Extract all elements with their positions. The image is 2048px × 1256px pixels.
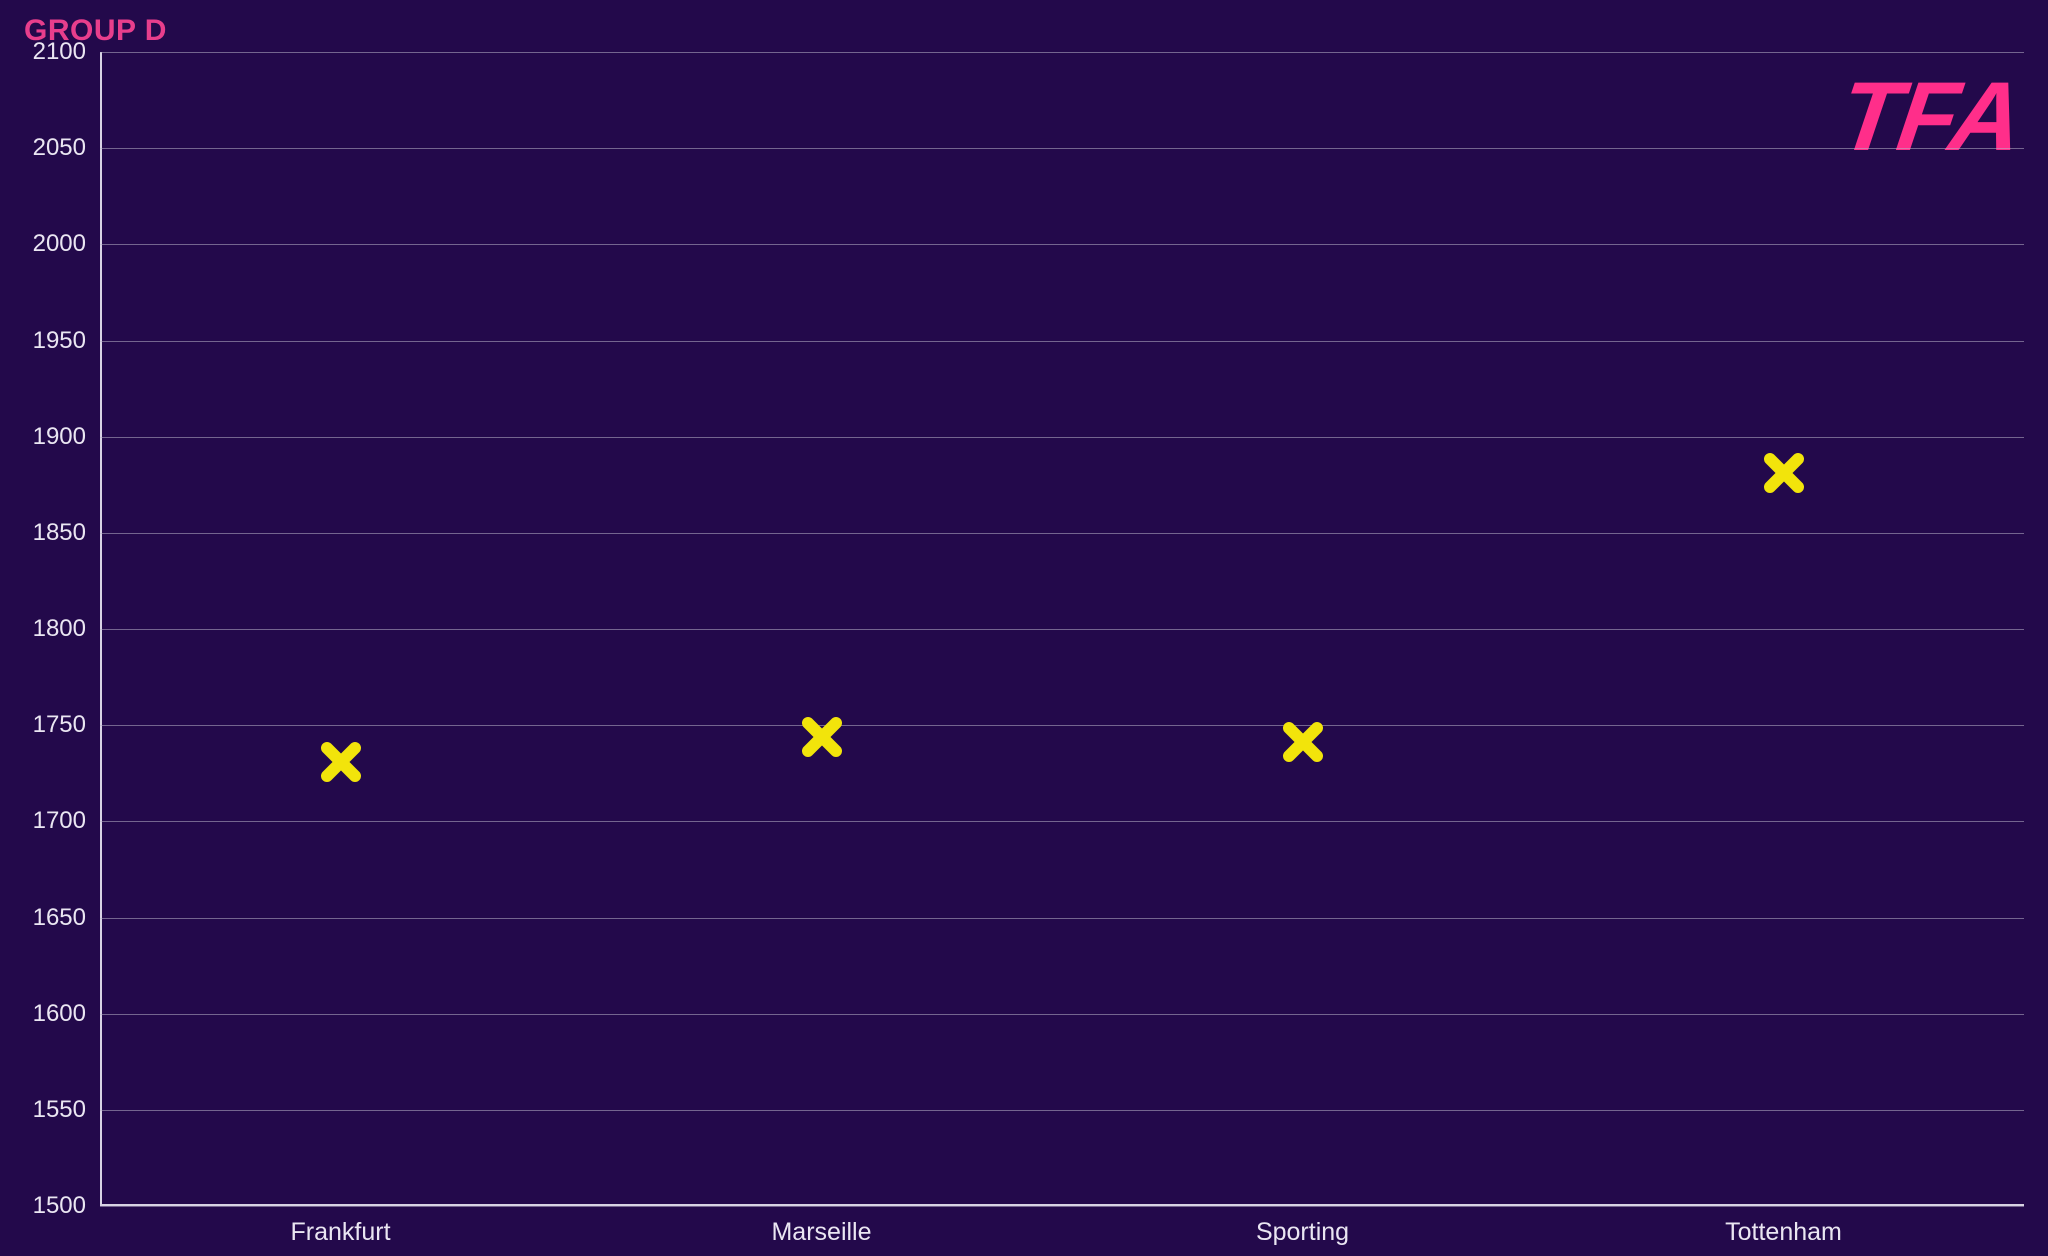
data-point-marker (1764, 453, 1804, 493)
gridline (100, 437, 2024, 438)
x-tick-label: Tottenham (1725, 1206, 1842, 1247)
gridline (100, 629, 2024, 630)
x-tick-label: Frankfurt (290, 1206, 390, 1247)
y-tick-label: 1950 (33, 327, 100, 355)
y-tick-label: 2100 (33, 38, 100, 66)
gridline (100, 1014, 2024, 1015)
gridline (100, 244, 2024, 245)
chart-container: GROUP D TFA 1500155016001650170017501800… (0, 0, 2048, 1256)
gridline (100, 725, 2024, 726)
gridline (100, 148, 2024, 149)
y-tick-label: 2000 (33, 230, 100, 258)
y-tick-label: 2050 (33, 134, 100, 162)
x-tick-label: Marseille (771, 1206, 871, 1247)
gridline (100, 821, 2024, 822)
plot-area: 1500155016001650170017501800185019001950… (100, 52, 2024, 1206)
data-point-marker (802, 717, 842, 757)
y-tick-label: 1850 (33, 519, 100, 547)
data-point-marker (1283, 722, 1323, 762)
gridline (100, 1110, 2024, 1111)
y-tick-label: 1750 (33, 711, 100, 739)
y-tick-label: 1700 (33, 807, 100, 835)
gridline (100, 533, 2024, 534)
gridline (100, 918, 2024, 919)
data-point-marker (321, 742, 361, 782)
y-tick-label: 1900 (33, 423, 100, 451)
y-tick-label: 1500 (33, 1192, 100, 1220)
y-tick-label: 1600 (33, 1000, 100, 1028)
x-tick-label: Sporting (1256, 1206, 1349, 1247)
y-tick-label: 1650 (33, 904, 100, 932)
gridline (100, 341, 2024, 342)
gridline (100, 52, 2024, 53)
y-tick-label: 1800 (33, 615, 100, 643)
y-tick-label: 1550 (33, 1096, 100, 1124)
